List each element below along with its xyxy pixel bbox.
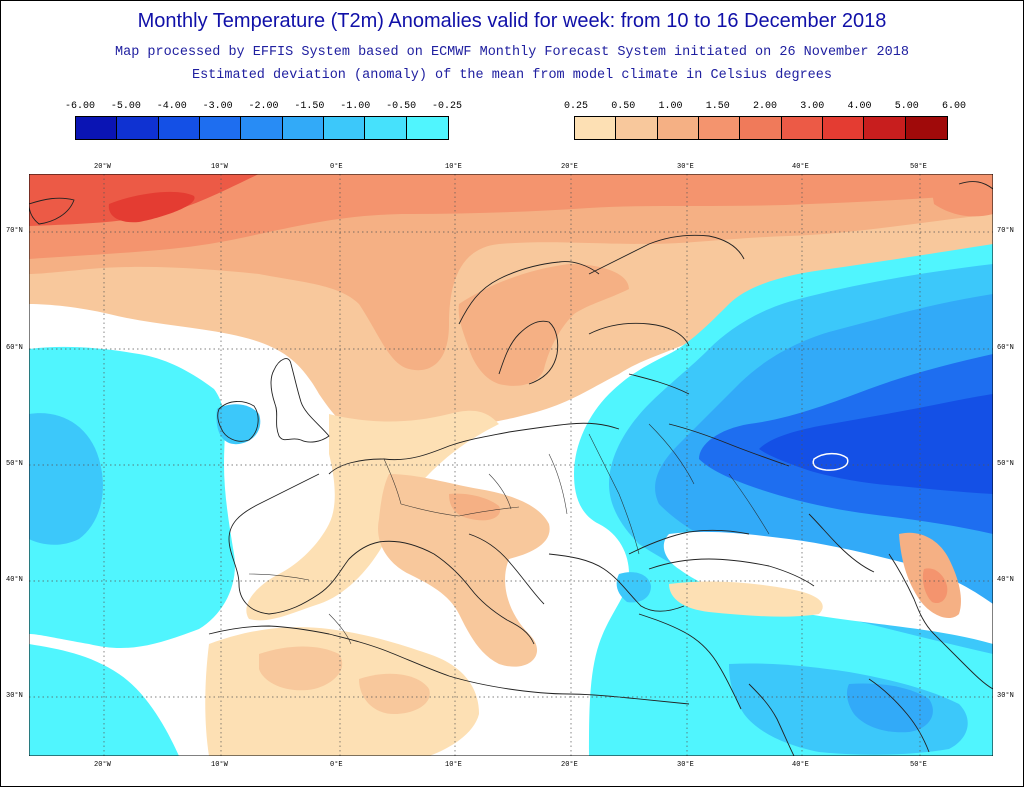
negative-colorbar-label: -3.00 (202, 101, 233, 112)
cold-anomaly-atlantic (29, 346, 235, 649)
latitude-label: 40°N (6, 576, 23, 584)
longitude-label: 50°E (910, 761, 927, 769)
warm-anomaly-turkey (669, 581, 823, 617)
longitude-label: 20°W (94, 163, 111, 171)
positive-colorbar-swatch (698, 117, 741, 139)
map-title: Monthly Temperature (T2m) Anomalies vali… (137, 10, 887, 32)
colorbar-negative (75, 116, 449, 140)
graticule (29, 174, 993, 756)
positive-colorbar-label: 3.00 (800, 101, 825, 112)
positive-colorbar-label: 0.50 (611, 101, 636, 112)
negative-colorbar-label: -4.00 (156, 101, 187, 112)
latitude-label: 50°N (6, 460, 23, 468)
positive-colorbar-swatch (575, 117, 617, 139)
longitude-label: 10°E (445, 761, 462, 769)
positive-colorbar-swatch (616, 117, 658, 139)
cold-anomaly-atlantic-south (29, 644, 179, 756)
warm-anomaly-central-europe (246, 410, 499, 621)
positive-colorbar-label: 2.00 (752, 101, 778, 112)
negative-colorbar-label: -2.00 (248, 101, 279, 112)
positive-colorbar-swatch (740, 117, 782, 139)
latitude-label: 30°N (6, 692, 23, 700)
warm-anomaly-max-arctic (108, 191, 195, 223)
cold-anomaly-eastern-europe-5 (759, 394, 993, 494)
positive-colorbar-swatch (822, 117, 865, 139)
latitude-label: 40°N (997, 576, 1014, 584)
latitude-label: 30°N (997, 692, 1014, 700)
negative-colorbar-label: -0.50 (386, 101, 417, 112)
positive-colorbar-label: 5.00 (894, 101, 919, 112)
negative-colorbar-swatch (406, 117, 448, 139)
negative-colorbar-swatch (323, 117, 366, 139)
neutral-anomaly-caucasus (663, 531, 993, 644)
negative-colorbar-swatch (199, 117, 242, 139)
warm-anomaly-alps-core (449, 493, 501, 521)
negative-colorbar-label: -6.00 (64, 101, 96, 112)
positive-colorbar-swatch (657, 117, 699, 139)
longitude-label: 20°E (561, 163, 578, 171)
warm-anomaly-northeast (929, 174, 993, 217)
map-subtitle-processing: Map processed by EFFIS System based on E… (115, 45, 909, 60)
positive-colorbar-label: 4.00 (847, 101, 872, 112)
longitude-label: 40°E (792, 761, 809, 769)
longitude-label: 10°E (445, 163, 462, 171)
positive-colorbar-label: 6.00 (941, 101, 967, 112)
longitude-label: 0°E (330, 163, 343, 171)
longitude-label: 0°E (330, 761, 343, 769)
positive-colorbar-swatch (905, 117, 947, 139)
negative-colorbar-swatch (365, 117, 407, 139)
country-borders (248, 423, 770, 645)
warm-anomaly-very-strong-arctic (29, 174, 993, 259)
coastlines (29, 181, 993, 756)
anomaly-map (29, 174, 993, 756)
longitude-label: 10°W (211, 163, 228, 171)
warm-anomaly-scandinavia (458, 264, 629, 386)
cold-anomaly-atlantic-strong (29, 413, 103, 545)
colorbar-positive (574, 116, 948, 140)
negative-colorbar-label: -5.00 (110, 101, 141, 112)
longitude-label: 30°E (677, 163, 694, 171)
longitude-label: 30°E (677, 761, 694, 769)
longitude-label: 20°E (561, 761, 578, 769)
warm-anomaly-alps (378, 474, 550, 667)
latitude-label: 70°N (6, 227, 23, 235)
latitude-label: 60°N (997, 344, 1014, 352)
cold-anomaly-aegean (616, 572, 651, 603)
positive-colorbar-swatch (864, 117, 906, 139)
warm-anomaly-north-africa-core (259, 646, 343, 691)
warm-anomaly-libya (359, 673, 430, 714)
negative-colorbar-swatch (282, 117, 324, 139)
longitude-label: 20°W (94, 761, 111, 769)
negative-colorbar-swatch (117, 117, 159, 139)
negative-colorbar-swatch (158, 117, 200, 139)
latitude-label: 50°N (997, 460, 1014, 468)
longitude-label: 10°W (211, 761, 228, 769)
positive-colorbar-label: 1.50 (705, 101, 730, 112)
positive-colorbar-swatch (781, 117, 823, 139)
negative-colorbar-label: -1.00 (340, 101, 371, 112)
cold-anomaly-core (812, 452, 849, 471)
longitude-label: 40°E (792, 163, 809, 171)
negative-colorbar-swatch (76, 117, 118, 139)
cold-anomaly-ireland (216, 404, 261, 445)
latitude-label: 60°N (6, 344, 23, 352)
negative-colorbar-label: -0.25 (431, 101, 463, 112)
warm-anomaly-caspian-core (922, 568, 948, 604)
latitude-label: 70°N (997, 227, 1014, 235)
negative-colorbar-label: -1.50 (294, 101, 325, 112)
longitude-label: 50°E (910, 163, 927, 171)
negative-colorbar-swatch (241, 117, 283, 139)
map-subtitle-units: Estimated deviation (anomaly) of the mea… (191, 68, 832, 83)
positive-colorbar-label: 0.25 (563, 101, 589, 112)
positive-colorbar-label: 1.00 (658, 101, 683, 112)
